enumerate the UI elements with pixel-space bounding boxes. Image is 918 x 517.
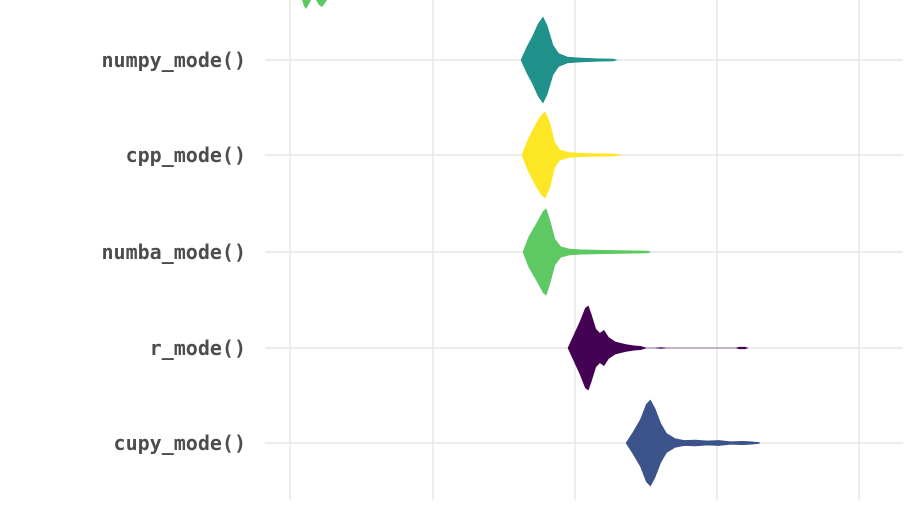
category-label: r_mode() xyxy=(150,336,246,360)
violin-cupy-mode xyxy=(625,399,760,487)
category-label: cpp_mode() xyxy=(126,143,246,167)
category-label: cupy_mode() xyxy=(114,431,246,455)
violin-numpy-mode xyxy=(520,16,617,104)
violin-partial-top xyxy=(302,0,327,9)
violins xyxy=(520,16,760,487)
violin-numba-mode xyxy=(522,208,651,296)
category-labels: cupy_mode() r_mode() numba_mode() cpp_mode(… xyxy=(102,48,247,455)
partial-violin-top xyxy=(302,0,327,9)
category-label: numpy_mode() xyxy=(102,48,247,72)
violin-cpp-mode xyxy=(521,111,621,199)
category-label: numba_mode() xyxy=(102,240,247,264)
violin-r-mode xyxy=(567,305,749,391)
